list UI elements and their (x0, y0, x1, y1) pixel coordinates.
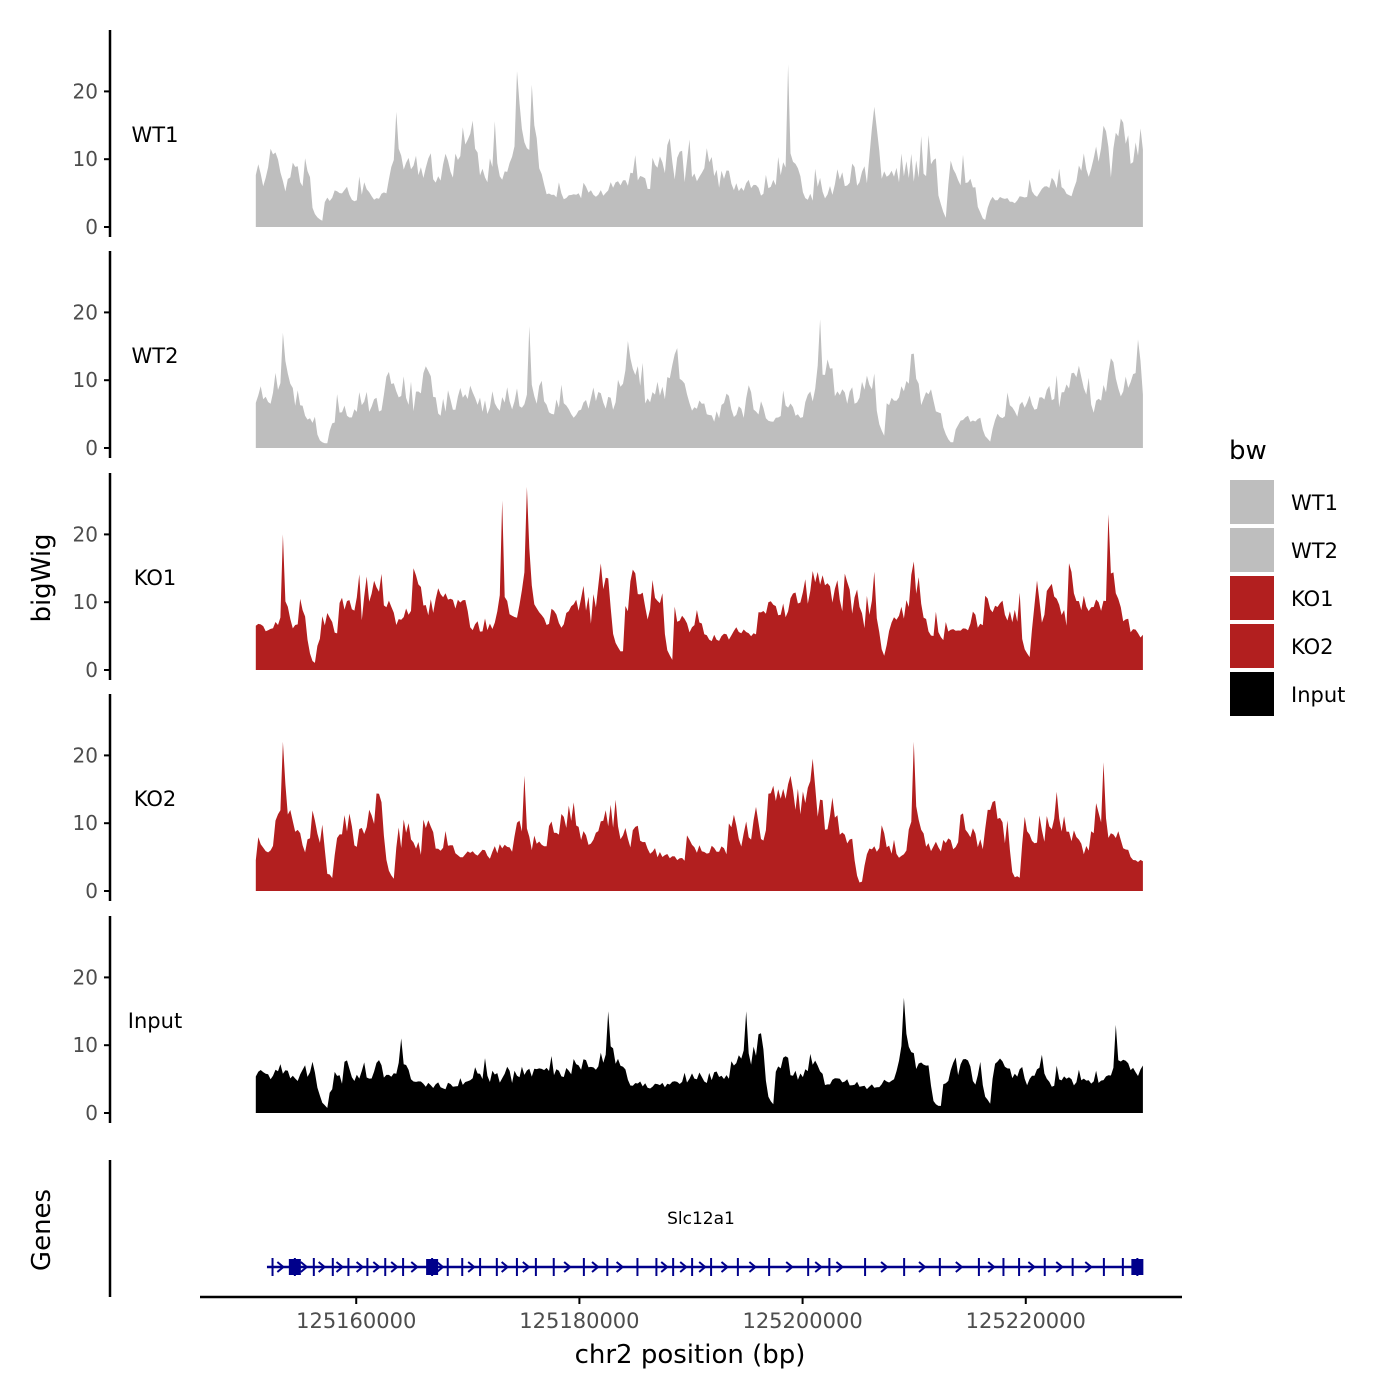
genes-axis-title: Genes (27, 1189, 57, 1271)
track-label: WT2 (132, 344, 179, 368)
coverage-area (255, 319, 1143, 448)
legend-label: Input (1291, 683, 1345, 707)
legend-swatch (1230, 528, 1274, 572)
legend-item-wt2: WT2 (1230, 528, 1338, 572)
strand-arrow (410, 1261, 419, 1273)
y-tick-label: 10 (73, 368, 98, 392)
track-ko1: 0 10 20 KO1 (73, 473, 1143, 682)
track-wt2: 0 10 20 WT2 (73, 251, 1143, 460)
track-wt1: 0 10 20 WT1 (73, 30, 1143, 239)
strand-arrow (987, 1261, 996, 1273)
gene-exon-block (1131, 1259, 1144, 1275)
strand-arrow (835, 1261, 844, 1273)
legend-item-input: Input (1230, 672, 1345, 716)
strand-arrow (660, 1261, 669, 1273)
strand-arrow (720, 1261, 730, 1273)
x-tick-label: 125160000 (296, 1309, 416, 1333)
legend-swatch (1230, 624, 1274, 668)
coverage-area (255, 997, 1143, 1113)
legend-label: KO2 (1291, 635, 1334, 659)
strand-arrow (300, 1261, 309, 1273)
strand-arrow (785, 1261, 794, 1273)
strand-arrow (390, 1261, 399, 1273)
legend-swatch (1230, 480, 1274, 524)
legend-item-ko2: KO2 (1230, 624, 1334, 668)
legend-item-ko1: KO1 (1230, 576, 1334, 620)
track-label: WT1 (132, 123, 179, 147)
strand-arrow (698, 1261, 707, 1273)
coverage-tracks: 0 10 20 WT1 0 10 20 WT2 0 10 20 KO1 0 10 20 KO2 0 10 20 Inp… (73, 30, 1143, 1125)
strand-arrow (955, 1261, 964, 1273)
track-label: KO2 (134, 787, 177, 811)
strand-arrow (317, 1261, 327, 1273)
track-input: 0 10 20 Input (73, 916, 1143, 1125)
y-tick-label: 20 (73, 522, 98, 546)
y-tick-label: 10 (73, 811, 98, 835)
y-axis-title: bigWig (27, 533, 57, 622)
strand-arrow (679, 1261, 688, 1273)
coverage-area (255, 741, 1143, 891)
y-tick-label: 0 (85, 436, 98, 460)
y-tick-label: 20 (73, 965, 98, 989)
y-tick-label: 0 (85, 658, 98, 682)
strand-arrow (1027, 1261, 1036, 1273)
strand-arrow (1084, 1261, 1093, 1273)
strand-arrow (563, 1261, 572, 1273)
x-axis-title: chr2 position (bp) (575, 1340, 806, 1370)
strand-arrow (615, 1261, 625, 1273)
legend-label: WT1 (1291, 491, 1338, 515)
strand-arrow (591, 1261, 600, 1273)
legend-label: KO1 (1291, 587, 1334, 611)
strand-arrow (355, 1261, 365, 1273)
y-tick-label: 20 (73, 743, 98, 767)
strand-arrow (372, 1261, 381, 1273)
legend-swatch (1230, 576, 1274, 620)
strand-arrow (814, 1261, 823, 1273)
legend-title: bw (1229, 436, 1267, 466)
legend-swatch (1230, 672, 1274, 716)
y-tick-label: 20 (73, 300, 98, 324)
legend-label: WT2 (1291, 539, 1338, 563)
strand-arrow (522, 1261, 531, 1273)
track-label: Input (128, 1009, 182, 1033)
strand-arrow (501, 1261, 510, 1273)
strand-arrow (918, 1261, 927, 1273)
legend-item-wt1: WT1 (1230, 480, 1338, 524)
track-ko2: 0 10 20 KO2 (73, 694, 1143, 903)
track-label: KO1 (134, 566, 177, 590)
gene-exon-block (426, 1259, 439, 1275)
y-tick-label: 10 (73, 1033, 98, 1057)
y-tick-label: 10 (73, 147, 98, 171)
x-tick-label: 125180000 (519, 1309, 639, 1333)
y-tick-label: 0 (85, 215, 98, 239)
y-tick-label: 10 (73, 590, 98, 614)
coverage-area (255, 64, 1143, 227)
x-tick-label: 125200000 (742, 1309, 862, 1333)
gene-exon-block (288, 1259, 301, 1275)
strand-arrow (880, 1261, 889, 1273)
legend: bw WT1 WT2 KO1 KO2 Input (1229, 436, 1345, 716)
y-tick-label: 20 (73, 79, 98, 103)
y-tick-label: 0 (85, 1101, 98, 1125)
strand-arrow (335, 1261, 345, 1273)
strand-arrow (276, 1261, 285, 1273)
strand-arrow (467, 1261, 476, 1273)
x-axis: 125160000 125180000 125200000 125220000 (200, 1295, 1182, 1333)
strand-arrow (748, 1261, 757, 1273)
strand-arrow (1055, 1261, 1064, 1273)
strand-arrow (436, 1261, 445, 1273)
y-tick-label: 0 (85, 879, 98, 903)
genes-track: Slc12a1 (108, 1160, 1144, 1297)
gene-name-label: Slc12a1 (667, 1209, 735, 1229)
coverage-area (255, 486, 1143, 670)
x-tick-label: 125220000 (966, 1309, 1086, 1333)
